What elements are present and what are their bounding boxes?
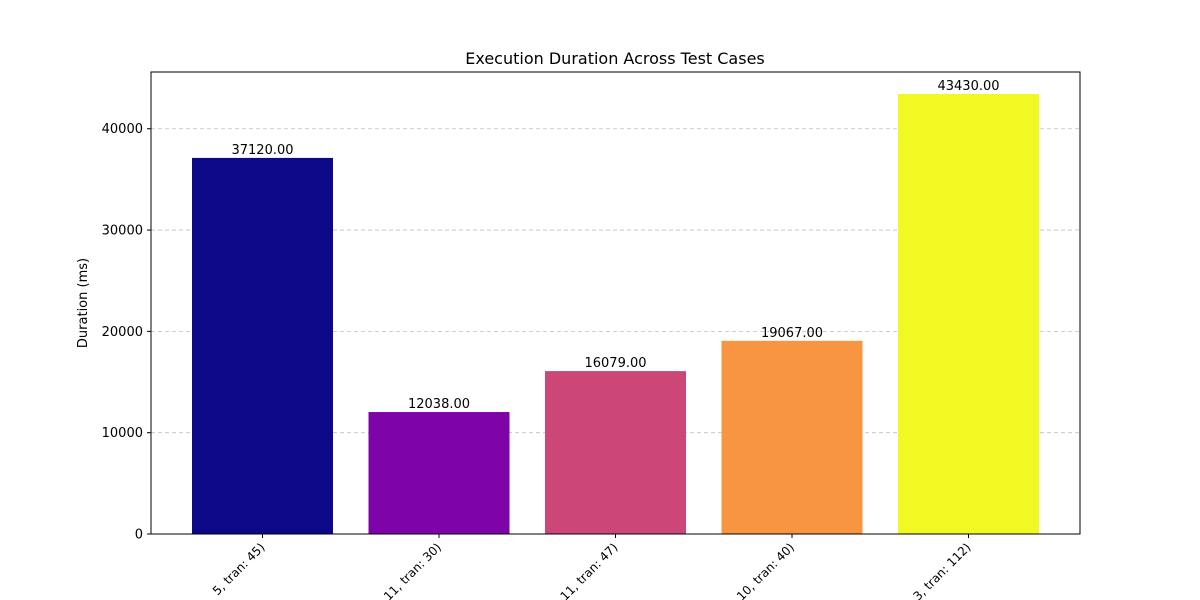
x-axis-ticks: 5, tran: 45) 11, tran: 30) 11, tran: 47) 10… — [210, 534, 974, 600]
bar-value-labels: 37120.00 12038.00 16079.00 19067.00 43430.00 — [231, 79, 999, 412]
y-tick-label: 0 — [135, 528, 143, 543]
x-tick-label: 10, tran: 40) — [734, 540, 797, 600]
y-tick-label: 10000 — [102, 426, 143, 441]
bar — [545, 371, 686, 534]
y-tick-label: 30000 — [102, 224, 143, 239]
bar-value-label: 12038.00 — [408, 397, 470, 412]
y-tick-label: 40000 — [102, 122, 143, 137]
x-tick-label: 3, tran: 112) — [910, 540, 973, 600]
bar-value-label: 16079.00 — [584, 356, 646, 371]
y-axis-label: Duration (ms) — [76, 258, 91, 348]
bar-value-label: 37120.00 — [231, 143, 293, 158]
bar — [721, 340, 863, 534]
bar-value-label: 43430.00 — [937, 79, 999, 94]
y-axis-ticks: 0 10000 20000 30000 40000 — [102, 122, 151, 543]
x-tick-label: 5, tran: 45) — [210, 540, 268, 598]
bar — [368, 412, 510, 534]
x-tick-label: 11, tran: 30) — [381, 540, 444, 600]
y-tick-label: 20000 — [102, 325, 143, 340]
x-tick-label: 11, tran: 47) — [557, 540, 620, 600]
bar-value-label: 19067.00 — [761, 326, 823, 341]
bar — [898, 93, 1039, 534]
chart-title: Execution Duration Across Test Cases — [465, 49, 765, 68]
bar — [192, 157, 333, 535]
bars — [192, 93, 1039, 535]
